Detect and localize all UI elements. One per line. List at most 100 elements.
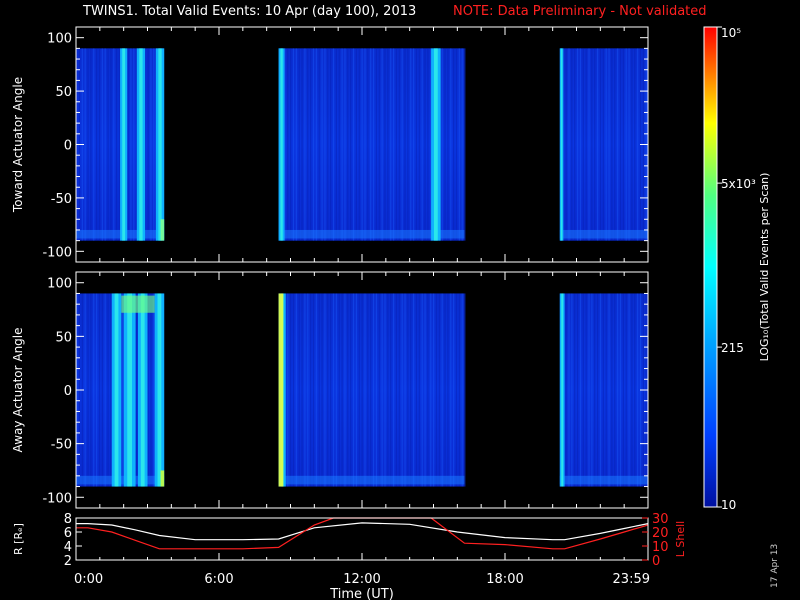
texture-streak <box>344 293 346 487</box>
texture-streak <box>287 293 289 487</box>
texture-streak <box>631 48 633 241</box>
texture-streak <box>427 293 429 487</box>
texture-streak <box>315 48 317 241</box>
texture-streak <box>458 48 460 241</box>
texture-streak <box>133 48 135 241</box>
x-tick-label: 6:00 <box>204 572 233 587</box>
texture-streak <box>576 48 579 241</box>
texture-streak <box>387 293 389 487</box>
texture-streak <box>608 48 610 241</box>
texture-streak <box>150 293 152 487</box>
texture-streak <box>637 293 639 487</box>
texture-streak <box>565 293 567 487</box>
bright-stripe-core <box>114 293 119 487</box>
texture-streak <box>332 48 335 241</box>
texture-streak <box>110 48 112 241</box>
texture-streak <box>464 293 466 487</box>
texture-streak <box>605 293 607 487</box>
texture-streak <box>404 293 406 487</box>
texture-streak <box>292 48 295 241</box>
texture-streak <box>395 48 398 241</box>
texture-streak <box>568 48 570 241</box>
colorbar-tick-label: 10⁵ <box>721 26 741 40</box>
texture-streak <box>290 48 292 241</box>
texture-streak <box>98 293 101 487</box>
texture-streak <box>455 48 458 241</box>
texture-streak <box>574 48 576 241</box>
texture-streak <box>458 293 460 487</box>
texture-streak <box>367 48 369 241</box>
l-tick-label: 0 <box>652 554 660 569</box>
texture-streak <box>147 48 149 241</box>
texture-streak <box>571 48 573 241</box>
texture-streak <box>588 293 590 487</box>
texture-streak <box>392 293 395 487</box>
texture-streak <box>136 293 138 487</box>
l-tick-label: 10 <box>652 540 669 555</box>
texture-streak <box>464 48 466 241</box>
bright-stripe-core <box>139 48 143 241</box>
texture-streak <box>96 293 98 487</box>
bottom-band <box>278 229 465 239</box>
texture-streak <box>130 48 132 241</box>
texture-streak <box>98 48 101 241</box>
texture-streak <box>622 48 624 241</box>
texture-streak <box>461 293 463 487</box>
texture-streak <box>341 48 343 241</box>
l-tick-label: 20 <box>652 526 669 541</box>
x-tick-label: 23:59 <box>613 572 650 587</box>
heatmap-panel-away: 100 50 0 -50 -100 Away Actuator Angle <box>11 271 649 509</box>
texture-streak <box>358 48 360 241</box>
texture-streak <box>410 48 412 241</box>
texture-streak <box>136 48 138 241</box>
texture-streak <box>430 48 432 241</box>
x-tick-label: 0:00 <box>74 572 103 587</box>
texture-streak <box>84 48 86 241</box>
texture-streak <box>341 293 343 487</box>
texture-streak <box>375 48 378 241</box>
y-tick-label: -50 <box>51 192 72 207</box>
texture-streak <box>441 293 443 487</box>
texture-streak <box>631 293 633 487</box>
y-tick-label: 100 <box>47 277 72 292</box>
bright-stripe-core <box>157 293 162 487</box>
texture-streak <box>318 48 320 241</box>
texture-streak <box>447 48 449 241</box>
y-tick-label: -50 <box>51 438 72 453</box>
texture-streak <box>298 48 300 241</box>
texture-streak <box>625 48 627 241</box>
texture-streak <box>150 48 152 241</box>
texture-streak <box>585 293 587 487</box>
texture-streak <box>284 48 286 241</box>
texture-streak <box>344 48 346 241</box>
texture-streak <box>398 48 400 241</box>
texture-streak <box>147 293 149 487</box>
texture-streak <box>387 48 389 241</box>
texture-streak <box>358 293 360 487</box>
texture-streak <box>381 48 383 241</box>
texture-streak <box>87 293 89 487</box>
texture-streak <box>355 48 358 241</box>
texture-streak <box>327 293 329 487</box>
r-distance-line <box>76 522 649 541</box>
texture-streak <box>576 293 579 487</box>
texture-streak <box>413 48 415 241</box>
texture-streak <box>421 48 423 241</box>
bottom-band <box>559 229 648 239</box>
texture-streak <box>611 48 613 241</box>
texture-streak <box>599 293 602 487</box>
texture-streak <box>596 293 599 487</box>
texture-streak <box>87 48 89 241</box>
texture-streak <box>113 48 115 241</box>
bright-stripe-core <box>122 48 126 241</box>
texture-streak <box>634 293 636 487</box>
hot-patch <box>160 219 165 241</box>
texture-streak <box>367 293 369 487</box>
texture-streak <box>304 48 306 241</box>
r-tick-label: 6 <box>64 526 72 541</box>
bright-stripe-core <box>433 48 438 241</box>
l-tick-label: 30 <box>652 512 669 527</box>
texture-streak <box>295 293 297 487</box>
y-tick-label: -100 <box>42 491 72 506</box>
